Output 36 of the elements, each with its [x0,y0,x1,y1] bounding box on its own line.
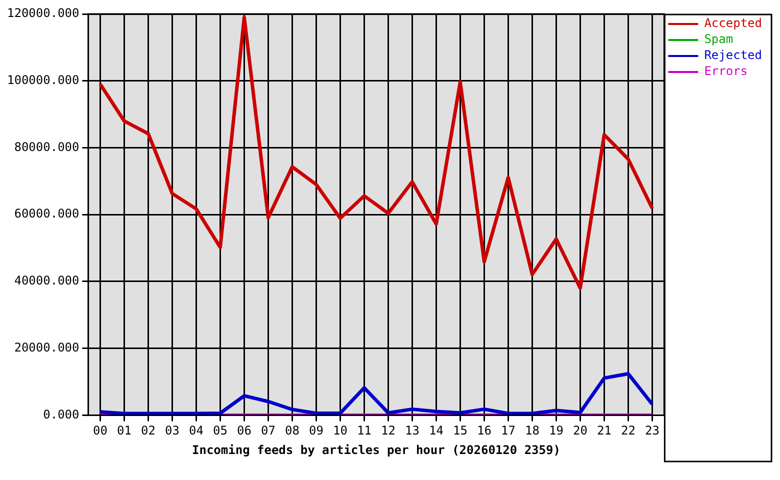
y-tick-label: 20000.000 [14,340,80,354]
x-tick-label: 05 [213,424,228,438]
x-tick-label: 18 [524,424,540,438]
x-tick-label: 22 [620,424,636,438]
x-tick-label: 06 [237,424,252,438]
x-axis-title: Incoming feeds by articles per hour (20260120 2359) [192,442,560,457]
x-tick-label: 19 [548,424,564,438]
x-tick-label: 09 [309,424,324,438]
x-tick-label: 13 [404,424,420,438]
legend-label: Rejected [704,48,762,62]
legend-label: Accepted [704,16,762,30]
x-tick-label: 03 [165,424,180,438]
x-tick-label: 20 [572,424,588,438]
x-tick-label: 04 [189,424,204,438]
x-tick-label: 11 [357,424,372,438]
x-tick-label: 10 [333,424,348,438]
x-tick-label: 01 [117,424,132,438]
y-tick-label: 120000.000 [6,6,80,20]
legend-label: Errors [704,64,748,78]
x-tick-label: 12 [380,424,396,438]
x-tick-label: 00 [93,424,108,438]
legend-label: Spam [704,32,734,46]
y-tick-label: 80000.000 [14,140,80,154]
y-tick-label: 60000.000 [14,206,80,221]
y-tick-label: 0.000 [43,407,80,422]
y-tick-label: 40000.000 [14,274,80,288]
x-tick-label: 17 [500,424,516,438]
x-tick-label: 15 [452,424,468,438]
x-tick-label: 07 [261,424,276,438]
x-tick-label: 16 [476,424,492,438]
x-tick-label: 14 [428,424,444,438]
y-tick-label: 100000.000 [6,72,80,87]
x-tick-label: 21 [596,424,612,438]
x-tick-label: 08 [285,424,300,438]
x-tick-label: 02 [141,424,156,438]
x-tick-label: 23 [644,424,660,438]
